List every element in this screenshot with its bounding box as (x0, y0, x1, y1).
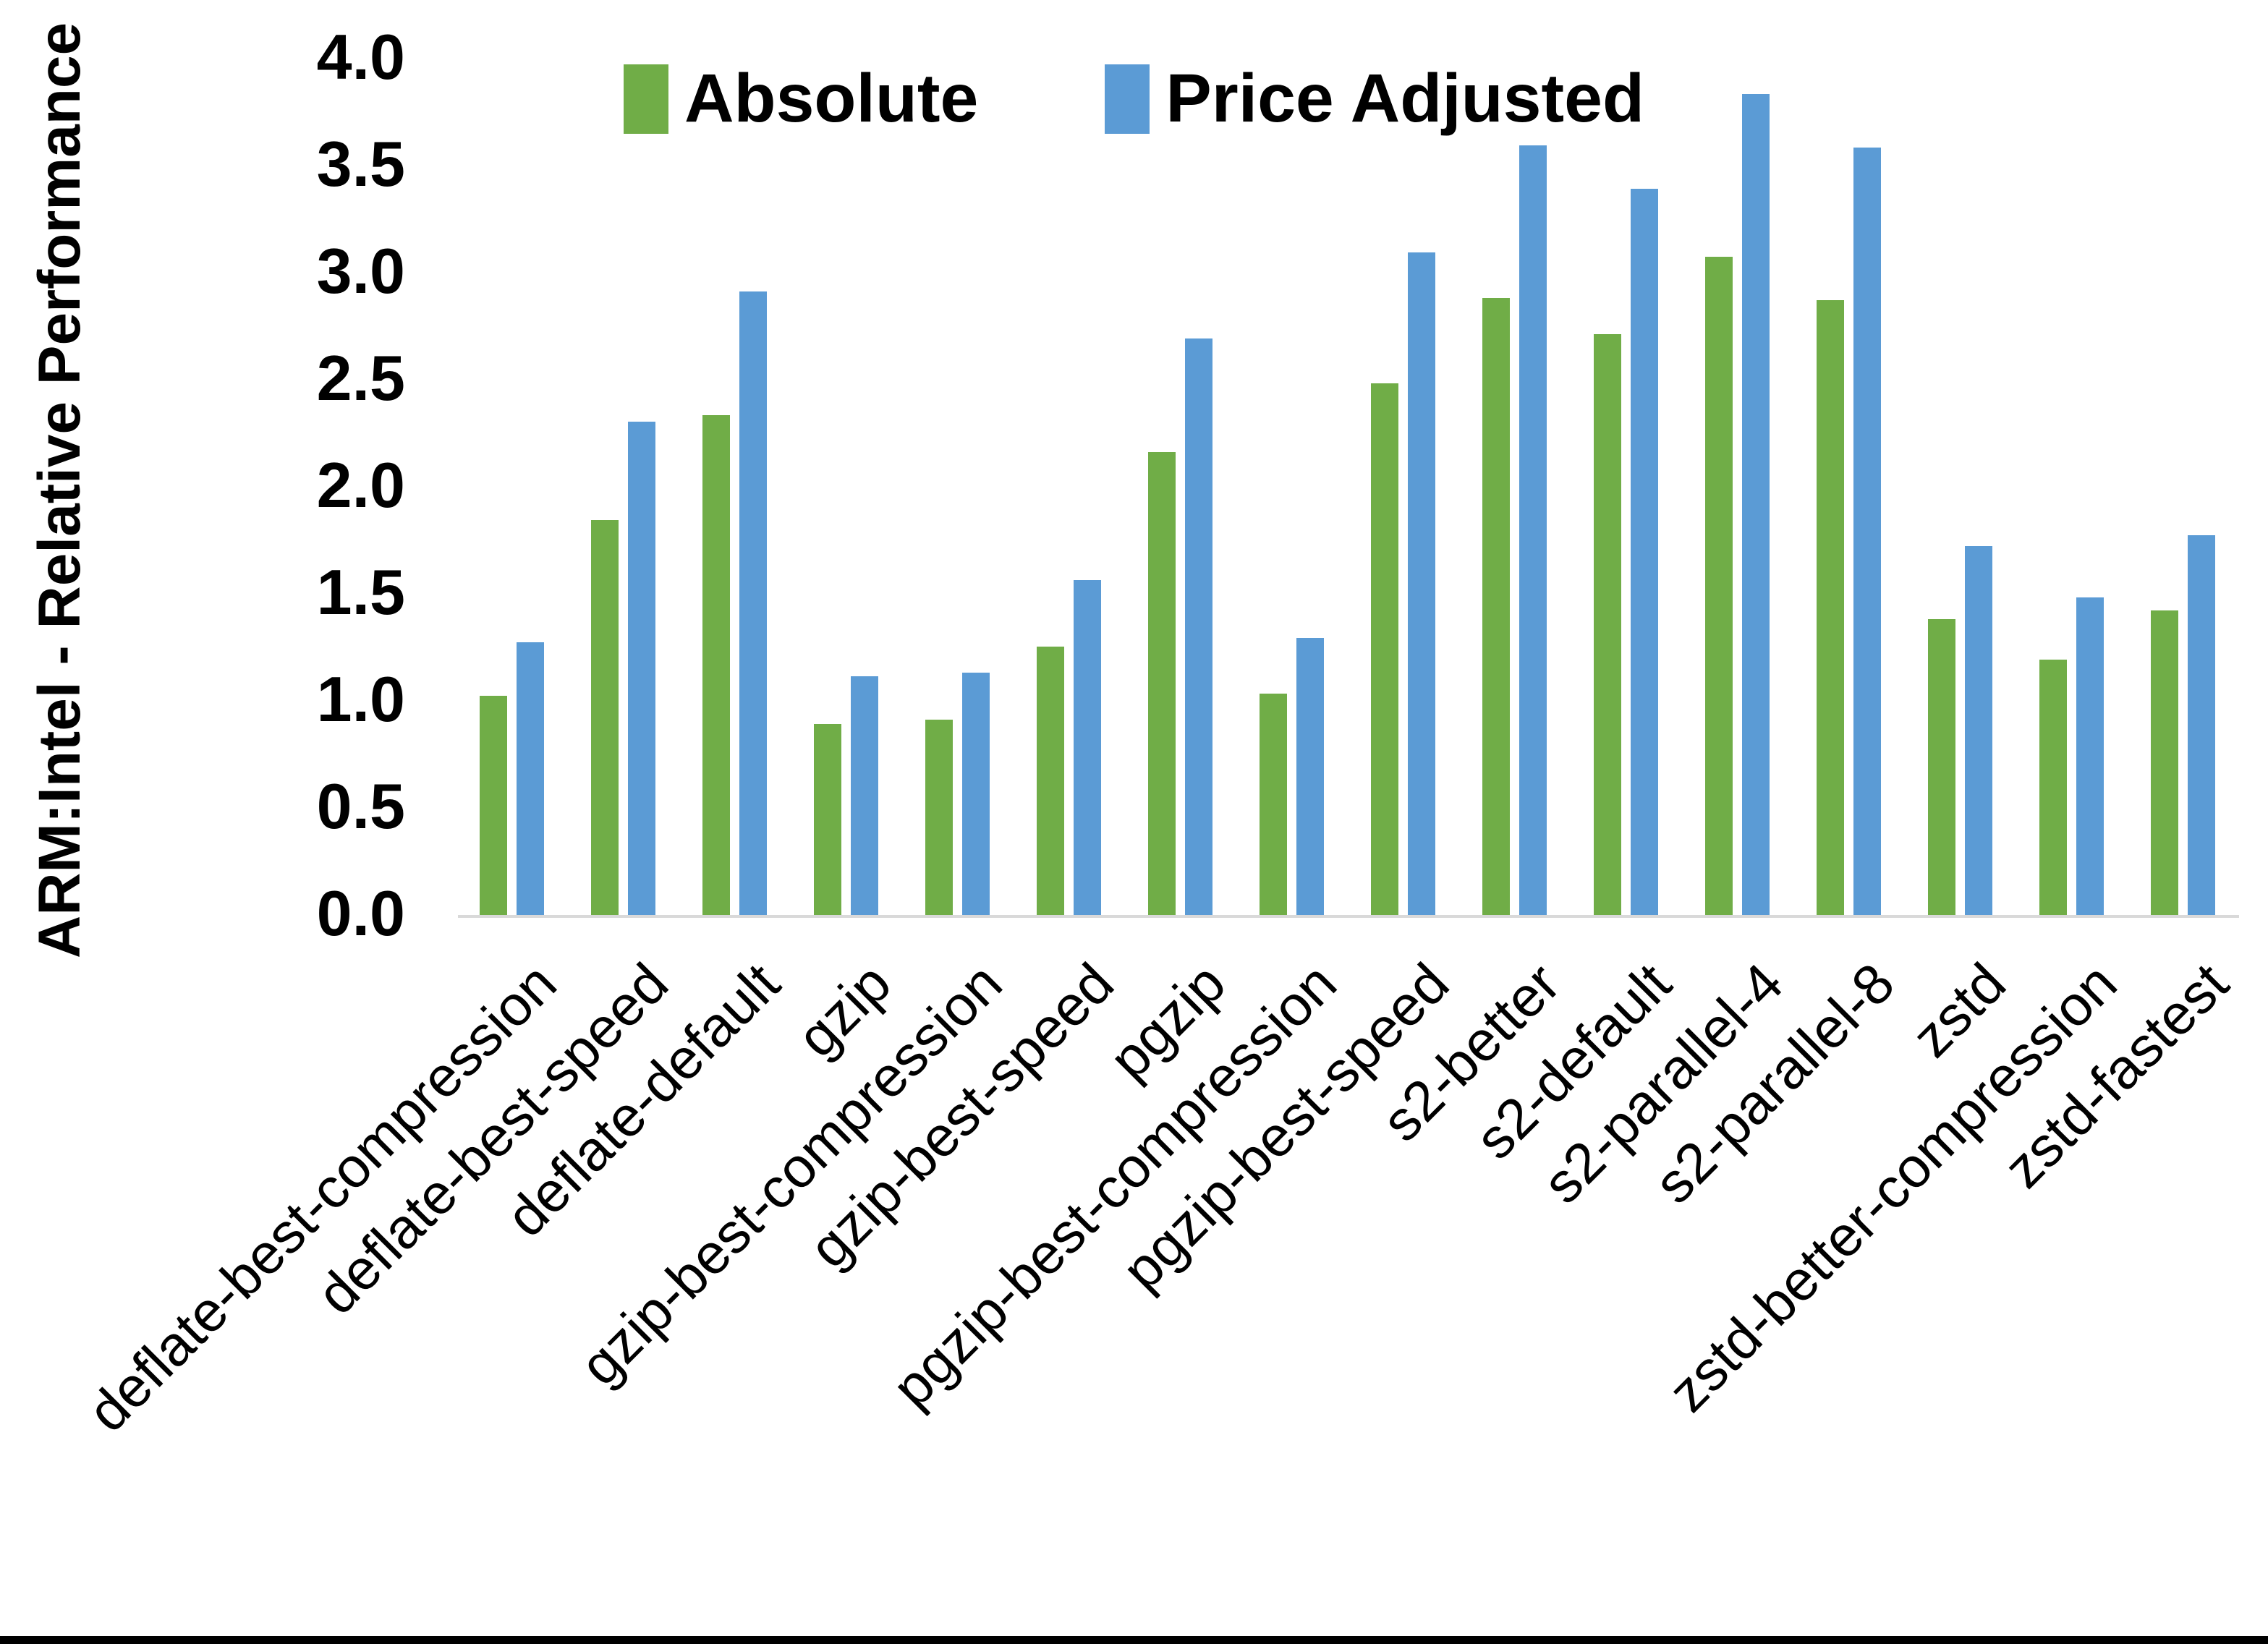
bar-absolute-s2-default (1594, 334, 1621, 916)
bar-absolute-pgzip (1148, 452, 1176, 916)
bar-price-adjusted-pgzip-best-compression (1296, 638, 1324, 916)
y-tick-label-2.0: 2.0 (316, 448, 405, 521)
bar-absolute-deflate-best-speed (591, 520, 619, 916)
y-tick-label-0.5: 0.5 (316, 770, 405, 842)
y-tick-label-2.5: 2.5 (316, 341, 405, 414)
y-tick-label-3.5: 3.5 (316, 127, 405, 200)
bar-price-adjusted-s2-default (1631, 189, 1658, 916)
legend-label-absolute: Absolute (684, 60, 979, 137)
bar-absolute-s2-parallel-4 (1705, 257, 1733, 916)
y-tick-label-4.0: 4.0 (316, 20, 405, 93)
y-tick-label-3.0: 3.0 (316, 234, 405, 307)
legend-swatch-absolute (623, 64, 668, 134)
bar-absolute-zstd (1928, 619, 1955, 916)
legend-label-price-adjusted: Price Adjusted (1165, 60, 1645, 137)
bar-price-adjusted-gzip-best-speed (1074, 580, 1101, 916)
bar-price-adjusted-zstd-better-compression (2076, 597, 2104, 916)
bar-price-adjusted-gzip-best-compression (962, 673, 990, 916)
bar-price-adjusted-s2-better (1519, 145, 1547, 916)
bar-absolute-deflate-best-compression (480, 696, 507, 916)
bar-absolute-zstd-better-compression (2039, 660, 2067, 916)
bar-absolute-gzip (814, 724, 841, 916)
legend-swatch-price-adjusted (1105, 64, 1150, 134)
bar-price-adjusted-deflate-best-speed (628, 422, 655, 916)
bar-absolute-s2-parallel-8 (1817, 300, 1844, 916)
bar-price-adjusted-pgzip-best-speed (1408, 252, 1435, 916)
bar-absolute-gzip-best-speed (1037, 647, 1064, 916)
bar-price-adjusted-pgzip (1185, 338, 1212, 916)
legend-item-price-adjusted: Price Adjusted (1105, 59, 1644, 138)
x-category-label-deflate-best-compression: deflate-best-compression (75, 950, 569, 1444)
bar-price-adjusted-zstd (1965, 546, 1992, 916)
bar-price-adjusted-s2-parallel-4 (1742, 94, 1770, 916)
bar-absolute-deflate-default (702, 415, 730, 916)
bar-absolute-pgzip-best-speed (1371, 383, 1398, 916)
bar-absolute-gzip-best-compression (925, 720, 953, 916)
bar-price-adjusted-deflate-default (739, 291, 767, 916)
legend: Absolute Price Adjusted (0, 59, 2268, 138)
bottom-border-bar (0, 1636, 2268, 1644)
bar-absolute-s2-better (1482, 298, 1510, 916)
bar-price-adjusted-gzip (851, 676, 878, 916)
bar-price-adjusted-s2-parallel-8 (1853, 148, 1881, 916)
y-tick-label-0.0: 0.0 (316, 877, 405, 949)
bar-price-adjusted-zstd-fastest (2188, 535, 2215, 916)
bar-absolute-zstd-fastest (2151, 610, 2178, 916)
bar-absolute-pgzip-best-compression (1260, 694, 1287, 916)
y-tick-label-1.0: 1.0 (316, 663, 405, 735)
y-tick-label-1.5: 1.5 (316, 555, 405, 628)
legend-item-absolute: Absolute (623, 59, 979, 138)
x-axis-baseline (458, 915, 2239, 918)
bar-price-adjusted-deflate-best-compression (517, 642, 544, 916)
